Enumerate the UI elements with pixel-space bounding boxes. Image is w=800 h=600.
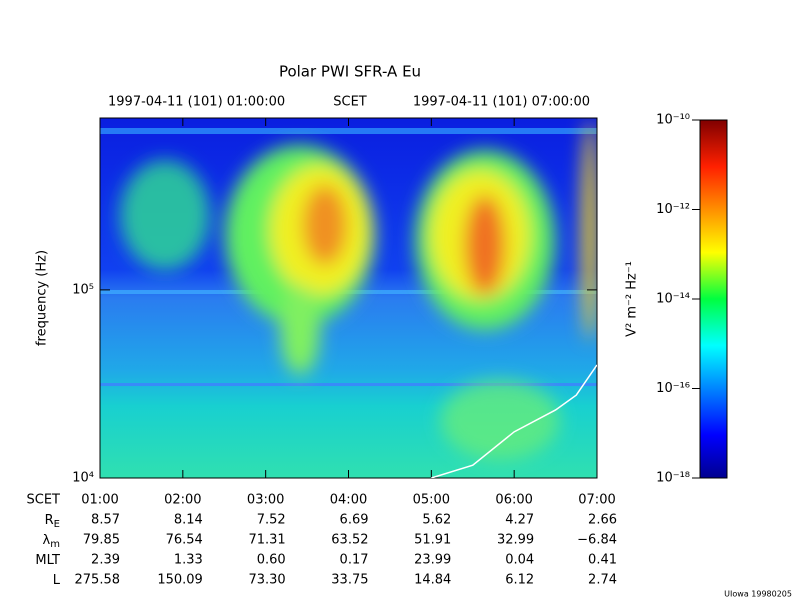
ephemeris-value: −6.84 [577,533,617,548]
ephemeris-value: 7.52 [257,513,286,528]
x-tick-label: 03:00 [247,493,284,508]
y-tick-label: 10⁴ [72,471,94,486]
ephemeris-label: RE [45,513,60,531]
ephemeris-label: λm [43,533,60,551]
ephemeris-value: 76.54 [166,533,203,548]
x-tick-label: 05:00 [413,493,450,508]
ephemeris-label-main: R [45,513,54,528]
ephemeris-value: 33.75 [331,573,368,588]
ephemeris-value: 6.69 [340,513,369,528]
colorbar-tick-label: 10⁻¹⁸ [656,471,690,486]
header-scet: SCET [333,95,367,110]
x-tick-label: 06:00 [495,493,532,508]
ephemeris-label-main: L [53,573,61,588]
y-tick-label: 10⁵ [72,282,94,297]
ephemeris-label-sub: m [50,539,60,550]
ephemeris-value: 0.60 [257,553,286,568]
ephemeris-value: 0.04 [505,553,534,568]
ephemeris-value: 6.12 [505,573,534,588]
ephemeris-value: 73.30 [248,573,285,588]
ephemeris-value: 0.41 [588,553,617,568]
ephemeris-label-sub: E [54,519,60,530]
ephemeris-value: 8.57 [91,513,120,528]
ephemeris-value: 71.31 [248,533,285,548]
colorbar-tick-label: 10⁻¹⁴ [656,292,690,307]
ephemeris-label-main: MLT [35,553,60,568]
ephemeris-value: 150.09 [157,573,203,588]
colorbar-tick-label: 10⁻¹² [656,202,690,217]
chart-title: Polar PWI SFR-A Eu [279,63,421,81]
ephemeris-value: 2.74 [588,573,617,588]
ephemeris-value: 5.62 [422,513,451,528]
colorbar-label: V² m⁻² Hz⁻¹ [625,261,640,337]
colorbar-tick-label: 10⁻¹⁰ [656,113,690,128]
spectrogram [100,118,597,478]
ephemeris-value: 14.84 [414,573,451,588]
header-end: 1997-04-11 (101) 07:00:00 [413,95,590,110]
ephemeris-value: 4.27 [505,513,534,528]
ephemeris-label: SCET [27,493,61,508]
x-tick-label: 04:00 [330,493,367,508]
x-tick-label: 01:00 [81,493,118,508]
ephemeris-value: 79.85 [83,533,120,548]
ephemeris-value: 51.91 [414,533,451,548]
x-tick-label: 02:00 [164,493,201,508]
ephemeris-value: 275.58 [75,573,121,588]
ephemeris-value: 8.14 [174,513,203,528]
ephemeris-value: 2.39 [91,553,120,568]
ephemeris-value: 63.52 [331,533,368,548]
x-tick-label: 07:00 [578,493,615,508]
footer: UIowa 19980205 [724,590,792,599]
ephemeris-value: 32.99 [497,533,534,548]
y-axis-label: frequency (Hz) [35,250,50,346]
ephemeris-value: 1.33 [174,553,203,568]
overlay-line [431,364,597,478]
ephemeris-value: 0.17 [340,553,369,568]
header-start: 1997-04-11 (101) 01:00:00 [108,95,285,110]
ephemeris-label: MLT [35,553,60,568]
colorbar-tick-label: 10⁻¹⁶ [656,381,690,396]
ephemeris-value: 23.99 [414,553,451,568]
ephemeris-label: L [53,573,61,588]
ephemeris-label-main: λ [43,533,51,548]
colorbar [699,119,728,479]
ephemeris-value: 2.66 [588,513,617,528]
